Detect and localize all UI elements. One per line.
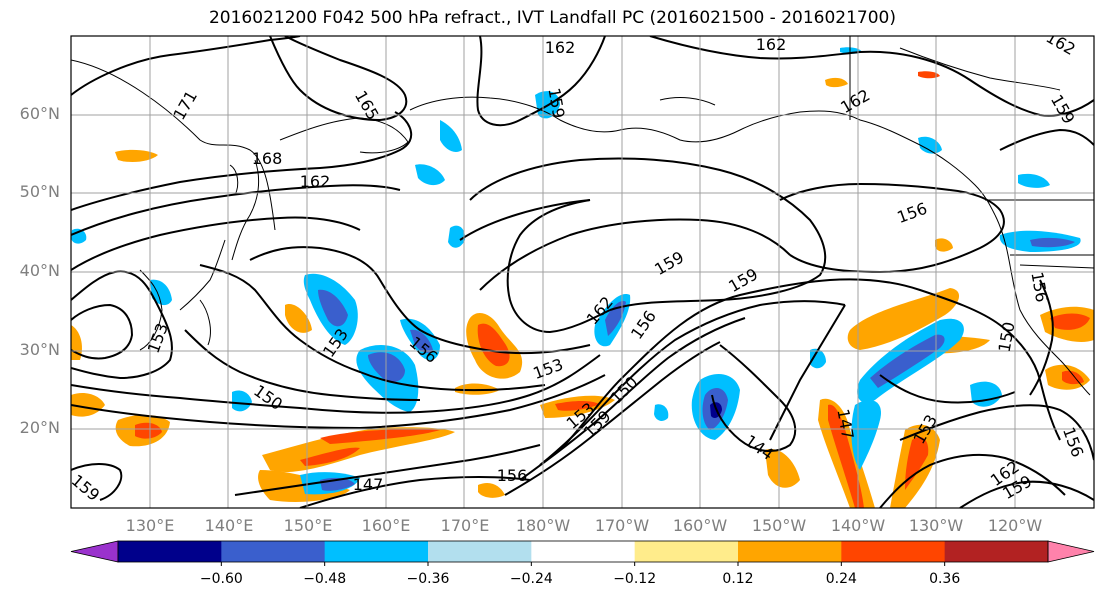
- contour-label: 168: [252, 149, 283, 168]
- lon-label: 140°E: [204, 516, 254, 535]
- contour-label: 159: [68, 471, 104, 505]
- lat-label: 20°N: [19, 418, 60, 437]
- lon-label: 170°W: [594, 516, 650, 535]
- contour-label: 156: [1027, 270, 1051, 303]
- colorbar-tick-label: −0.12: [613, 571, 657, 587]
- lon-label: 170°E: [440, 516, 490, 535]
- lat-label: 40°N: [19, 261, 60, 280]
- contour-label: 159: [651, 247, 687, 279]
- lon-label: 150°W: [751, 516, 807, 535]
- contour-label: 156: [497, 466, 528, 485]
- contour-label: 156: [627, 307, 660, 343]
- lon-label: 160°W: [672, 516, 728, 535]
- colorbar-tick-label: −0.36: [406, 571, 450, 587]
- contour-label: 162: [1043, 27, 1079, 59]
- contour-label: 162: [756, 35, 787, 54]
- lon-label: 150°E: [283, 516, 333, 535]
- contour-label: 147: [353, 475, 384, 494]
- lon-label: 120°W: [987, 516, 1043, 535]
- lat-label: 60°N: [19, 104, 60, 123]
- lon-label: 140°W: [830, 516, 886, 535]
- contour-label: 162: [837, 85, 873, 117]
- contour-label: 159: [1047, 91, 1079, 127]
- contour-label: 153: [531, 355, 566, 383]
- lat-label: 30°N: [19, 340, 60, 359]
- contour-label: 150: [607, 373, 642, 408]
- lon-label: 180°W: [515, 516, 571, 535]
- colorbar-tick-label: −0.48: [303, 571, 347, 587]
- contour-label: 171: [169, 87, 201, 123]
- colorbar-tick-label: 0.24: [825, 571, 857, 587]
- colorbar-tick-label: −0.60: [199, 571, 243, 587]
- colorbar-tick-label: 0.12: [722, 571, 754, 587]
- contour-label: 162: [545, 38, 576, 57]
- lon-label: 130°E: [125, 516, 175, 535]
- lat-label: 50°N: [19, 182, 60, 201]
- lon-label: 160°E: [361, 516, 411, 535]
- contour-label: 153: [144, 321, 172, 356]
- coastlines: [71, 36, 1094, 396]
- height-contours: [71, 36, 1094, 508]
- map-frame: [70, 35, 1095, 509]
- lon-label: 130°W: [908, 516, 964, 535]
- contour-label: 156: [895, 199, 930, 227]
- lat-lon-grid: [71, 36, 1094, 508]
- colorbar-tick-label: −0.24: [509, 571, 553, 587]
- map-title: 2016021200 F042 500 hPa refract., IVT La…: [208, 8, 896, 28]
- colorbar-tick-label: 0.36: [929, 571, 961, 587]
- contour-label: 162: [300, 172, 331, 191]
- shaded-anomaly-regions: [71, 47, 1094, 508]
